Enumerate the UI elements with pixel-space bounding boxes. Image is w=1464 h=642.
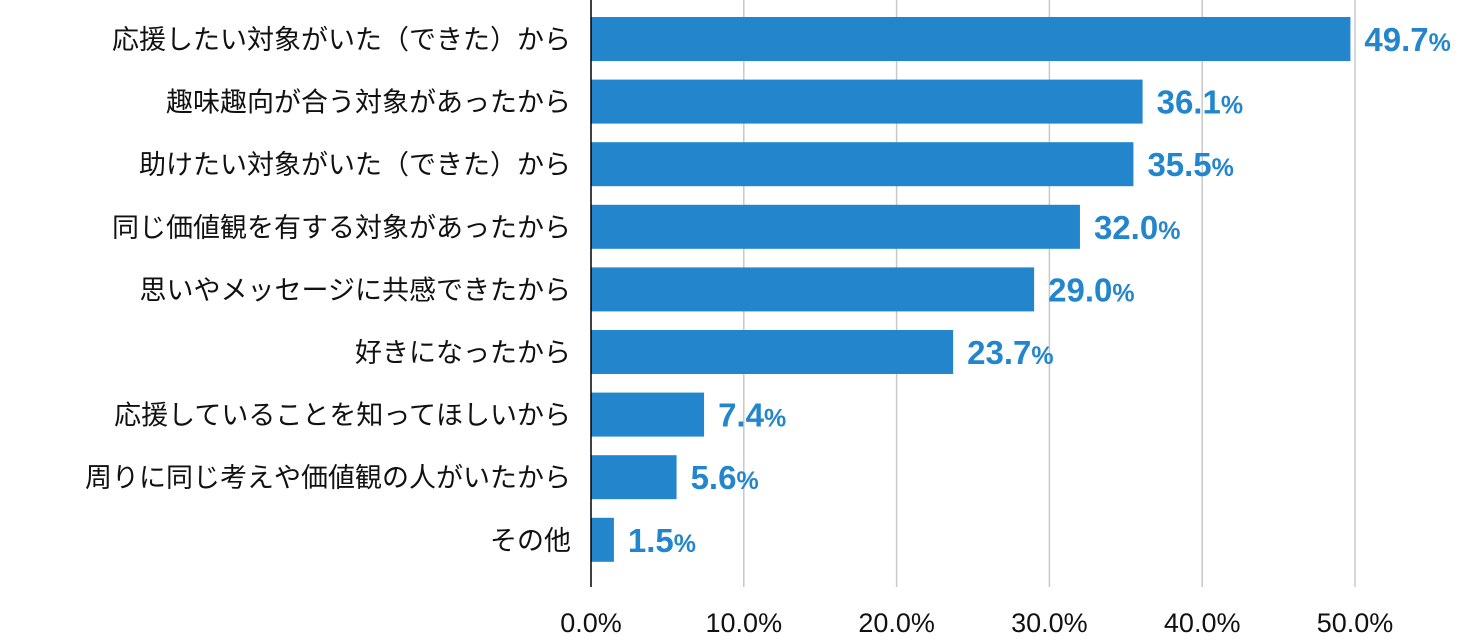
value-number: 23.7 <box>967 334 1031 371</box>
value-label: 7.4% <box>718 397 786 434</box>
category-label: 周りに同じ考えや価値観の人がいたから <box>85 463 571 494</box>
x-tick-label: 30.0% <box>1011 608 1088 638</box>
bar <box>591 142 1134 187</box>
bar <box>591 330 954 374</box>
value-label: 36.1% <box>1157 84 1243 121</box>
value-number: 29.0 <box>1048 271 1112 308</box>
value-percent-sign: % <box>1221 92 1243 120</box>
value-labels: 49.7%36.1%35.5%32.0%29.0%23.7%7.4%5.6%1.… <box>628 21 1451 559</box>
value-number: 5.6 <box>691 459 737 496</box>
value-label: 1.5% <box>628 522 696 559</box>
value-percent-sign: % <box>674 530 696 558</box>
bar <box>591 204 1080 249</box>
category-label: 思いやメッセージに共感できたから <box>140 275 571 306</box>
value-percent-sign: % <box>1429 29 1451 57</box>
category-label: 応援していることを知ってほしいから <box>114 401 571 432</box>
x-tick-label: 50.0% <box>1317 608 1394 638</box>
value-number: 36.1 <box>1157 84 1221 121</box>
value-label: 29.0% <box>1048 271 1134 308</box>
value-number: 1.5 <box>628 522 674 559</box>
bar <box>591 17 1351 61</box>
x-tick-label: 20.0% <box>858 608 935 638</box>
category-label: 趣味趣向が合う対象があったから <box>166 88 571 119</box>
bar <box>591 455 677 500</box>
value-percent-sign: % <box>1031 342 1053 370</box>
bar <box>591 79 1143 124</box>
bar <box>591 517 614 562</box>
value-label: 5.6% <box>691 459 759 496</box>
category-label: 同じ価値観を有する対象があったから <box>112 213 571 244</box>
bar <box>591 267 1035 312</box>
value-number: 7.4 <box>718 397 765 434</box>
value-label: 23.7% <box>967 334 1053 371</box>
x-tick-labels: 0.0% 10.0% 20.0% 30.0% 40.0% 50.0% <box>560 608 1393 638</box>
value-label: 35.5% <box>1147 146 1233 183</box>
value-number: 32.0 <box>1094 209 1158 246</box>
value-percent-sign: % <box>1158 217 1180 245</box>
value-percent-sign: % <box>736 467 758 495</box>
value-percent-sign: % <box>764 405 786 433</box>
category-label: 好きになったから <box>355 338 571 369</box>
value-label: 49.7% <box>1364 21 1450 58</box>
value-number: 35.5 <box>1147 146 1211 183</box>
category-label: 応援したい対象がいた（できた）から <box>112 25 571 56</box>
x-tick-label: 40.0% <box>1164 608 1241 638</box>
value-number: 49.7 <box>1364 21 1428 58</box>
bar <box>591 392 705 437</box>
x-tick-label: 10.0% <box>706 608 783 638</box>
value-label: 32.0% <box>1094 209 1180 246</box>
category-labels: 応援したい対象がいた（できた）から趣味趣向が合う対象があったから助けたい対象がい… <box>85 25 571 557</box>
x-tick-label: 0.0% <box>560 608 622 638</box>
value-percent-sign: % <box>1212 154 1234 182</box>
category-label: 助けたい対象がいた（できた）から <box>139 150 571 181</box>
value-percent-sign: % <box>1112 279 1134 307</box>
bars <box>591 17 1351 562</box>
category-label: その他 <box>490 526 571 557</box>
